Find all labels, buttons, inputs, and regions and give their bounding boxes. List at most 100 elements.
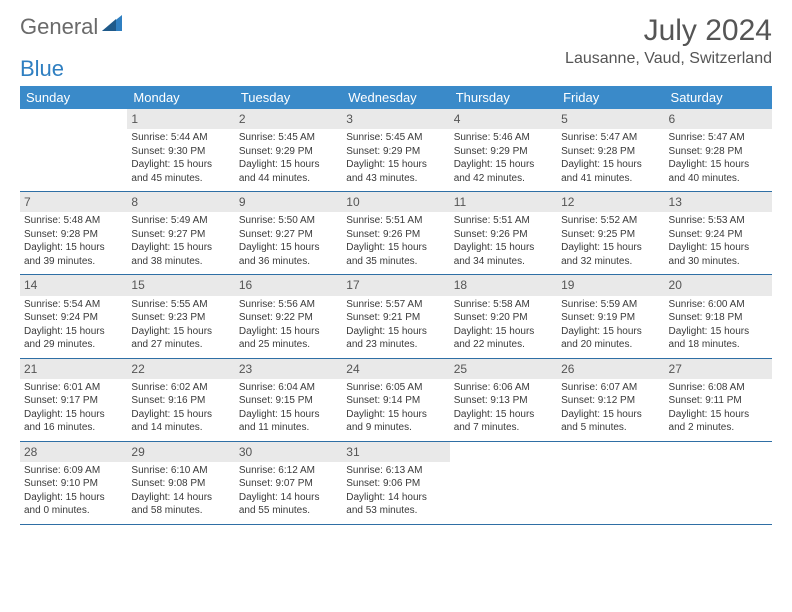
sunset-line: Sunset: 9:27 PM: [131, 228, 230, 242]
calendar-row: 7Sunrise: 5:48 AMSunset: 9:28 PMDaylight…: [20, 192, 772, 275]
day-number: 24: [342, 359, 449, 379]
sunrise-line: Sunrise: 5:55 AM: [131, 298, 230, 312]
sunset-line: Sunset: 9:27 PM: [239, 228, 338, 242]
day-number: 3: [342, 109, 449, 129]
daylight-line: Daylight: 15 hours and 38 minutes.: [131, 241, 230, 268]
calendar-cell: 2Sunrise: 5:45 AMSunset: 9:29 PMDaylight…: [235, 109, 342, 192]
daylight-line: Daylight: 15 hours and 5 minutes.: [561, 408, 660, 435]
day-number: 28: [20, 442, 127, 462]
daylight-line: Daylight: 15 hours and 22 minutes.: [454, 325, 553, 352]
calendar-cell: 26Sunrise: 6:07 AMSunset: 9:12 PMDayligh…: [557, 358, 664, 441]
day-number: 8: [127, 192, 234, 212]
daylight-line: Daylight: 15 hours and 34 minutes.: [454, 241, 553, 268]
sunrise-line: Sunrise: 5:48 AM: [24, 214, 123, 228]
dayname-sun: Sunday: [20, 86, 127, 109]
sunrise-line: Sunrise: 5:53 AM: [669, 214, 768, 228]
day-number: 4: [450, 109, 557, 129]
calendar-cell: 17Sunrise: 5:57 AMSunset: 9:21 PMDayligh…: [342, 275, 449, 358]
sunset-line: Sunset: 9:11 PM: [669, 394, 768, 408]
calendar-row: 21Sunrise: 6:01 AMSunset: 9:17 PMDayligh…: [20, 358, 772, 441]
calendar-cell: 12Sunrise: 5:52 AMSunset: 9:25 PMDayligh…: [557, 192, 664, 275]
sunset-line: Sunset: 9:21 PM: [346, 311, 445, 325]
calendar-cell: 22Sunrise: 6:02 AMSunset: 9:16 PMDayligh…: [127, 358, 234, 441]
sunset-line: Sunset: 9:26 PM: [454, 228, 553, 242]
day-number: 16: [235, 275, 342, 295]
day-number: 27: [665, 359, 772, 379]
day-number: 22: [127, 359, 234, 379]
daylight-line: Daylight: 15 hours and 40 minutes.: [669, 158, 768, 185]
calendar-cell: [20, 109, 127, 192]
calendar-cell: 29Sunrise: 6:10 AMSunset: 9:08 PMDayligh…: [127, 441, 234, 524]
day-number: 25: [450, 359, 557, 379]
sunrise-line: Sunrise: 5:46 AM: [454, 131, 553, 145]
day-number: 5: [557, 109, 664, 129]
sunrise-line: Sunrise: 6:04 AM: [239, 381, 338, 395]
daylight-line: Daylight: 15 hours and 42 minutes.: [454, 158, 553, 185]
sunrise-line: Sunrise: 5:54 AM: [24, 298, 123, 312]
daylight-line: Daylight: 15 hours and 30 minutes.: [669, 241, 768, 268]
day-number: 2: [235, 109, 342, 129]
sunrise-line: Sunrise: 6:01 AM: [24, 381, 123, 395]
sunset-line: Sunset: 9:24 PM: [24, 311, 123, 325]
daylight-line: Daylight: 15 hours and 9 minutes.: [346, 408, 445, 435]
sunset-line: Sunset: 9:08 PM: [131, 477, 230, 491]
sunrise-line: Sunrise: 5:52 AM: [561, 214, 660, 228]
calendar-cell: [665, 441, 772, 524]
calendar-cell: 1Sunrise: 5:44 AMSunset: 9:30 PMDaylight…: [127, 109, 234, 192]
daylight-line: Daylight: 15 hours and 18 minutes.: [669, 325, 768, 352]
calendar-cell: 19Sunrise: 5:59 AMSunset: 9:19 PMDayligh…: [557, 275, 664, 358]
dayname-fri: Friday: [557, 86, 664, 109]
month-title: July 2024: [565, 14, 772, 48]
brand-logo: General: [20, 14, 122, 40]
daylight-line: Daylight: 15 hours and 7 minutes.: [454, 408, 553, 435]
sunset-line: Sunset: 9:23 PM: [131, 311, 230, 325]
calendar-cell: 11Sunrise: 5:51 AMSunset: 9:26 PMDayligh…: [450, 192, 557, 275]
daylight-line: Daylight: 15 hours and 32 minutes.: [561, 241, 660, 268]
sunset-line: Sunset: 9:07 PM: [239, 477, 338, 491]
calendar-cell: 10Sunrise: 5:51 AMSunset: 9:26 PMDayligh…: [342, 192, 449, 275]
dayname-wed: Wednesday: [342, 86, 449, 109]
calendar-row: 1Sunrise: 5:44 AMSunset: 9:30 PMDaylight…: [20, 109, 772, 192]
sunset-line: Sunset: 9:28 PM: [24, 228, 123, 242]
sunrise-line: Sunrise: 6:10 AM: [131, 464, 230, 478]
day-number: 10: [342, 192, 449, 212]
dayname-sat: Saturday: [665, 86, 772, 109]
sunset-line: Sunset: 9:28 PM: [561, 145, 660, 159]
calendar-cell: [450, 441, 557, 524]
day-number: 26: [557, 359, 664, 379]
daylight-line: Daylight: 14 hours and 55 minutes.: [239, 491, 338, 518]
calendar-cell: [557, 441, 664, 524]
day-number: 6: [665, 109, 772, 129]
brand-word-1: General: [20, 14, 98, 40]
daylight-line: Daylight: 14 hours and 53 minutes.: [346, 491, 445, 518]
sunrise-line: Sunrise: 5:50 AM: [239, 214, 338, 228]
daylight-line: Daylight: 15 hours and 35 minutes.: [346, 241, 445, 268]
dayname-thu: Thursday: [450, 86, 557, 109]
calendar-row: 14 Sunrise: 5:54 AMSunset: 9:24 PM Dayligh…: [20, 275, 772, 358]
day-number: 29: [127, 442, 234, 462]
sunset-line: Sunset: 9:26 PM: [346, 228, 445, 242]
dayname-tue: Tuesday: [235, 86, 342, 109]
day-number: 14: [20, 275, 127, 295]
sunrise-line: Sunrise: 6:02 AM: [131, 381, 230, 395]
calendar-cell: 31Sunrise: 6:13 AMSunset: 9:06 PMDayligh…: [342, 441, 449, 524]
dayname-mon: Monday: [127, 86, 234, 109]
calendar-table: Sunday Monday Tuesday Wednesday Thursday…: [20, 86, 772, 525]
sunrise-line: Sunrise: 6:05 AM: [346, 381, 445, 395]
calendar-cell: 5Sunrise: 5:47 AMSunset: 9:28 PMDaylight…: [557, 109, 664, 192]
sunset-line: Sunset: 9:30 PM: [131, 145, 230, 159]
calendar-cell: 3Sunrise: 5:45 AMSunset: 9:29 PMDaylight…: [342, 109, 449, 192]
daylight-line: Daylight: 15 hours and 36 minutes.: [239, 241, 338, 268]
sunset-line: Sunset: 9:17 PM: [24, 394, 123, 408]
calendar-cell: 20Sunrise: 6:00 AMSunset: 9:18 PMDayligh…: [665, 275, 772, 358]
day-number: 31: [342, 442, 449, 462]
sunrise-line: Sunrise: 5:59 AM: [561, 298, 660, 312]
calendar-cell: 30Sunrise: 6:12 AMSunset: 9:07 PMDayligh…: [235, 441, 342, 524]
calendar-cell: 14Sunrise: 5:54 AMSunset: 9:24 PMDayligh…: [20, 275, 127, 358]
daylight-line: Daylight: 15 hours and 14 minutes.: [131, 408, 230, 435]
day-number: 20: [665, 275, 772, 295]
sunset-line: Sunset: 9:29 PM: [346, 145, 445, 159]
sunset-line: Sunset: 9:28 PM: [669, 145, 768, 159]
daylight-line: Daylight: 15 hours and 2 minutes.: [669, 408, 768, 435]
sunrise-line: Sunrise: 5:44 AM: [131, 131, 230, 145]
